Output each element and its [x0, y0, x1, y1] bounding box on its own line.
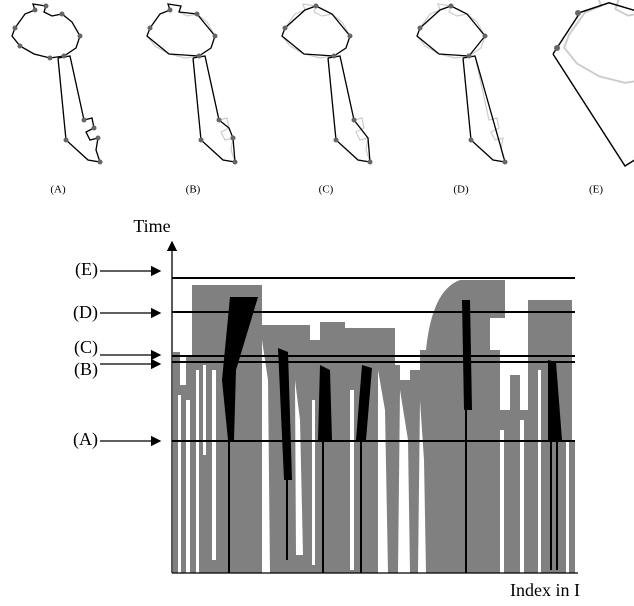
- panel-label: (B): [186, 184, 201, 196]
- level-arrows: [100, 271, 160, 441]
- panel-label: (D): [453, 184, 469, 196]
- level-label: (D): [73, 302, 98, 323]
- panel-labels: (A) (B) (C) (D) (E): [50, 184, 603, 196]
- panel-label: (E): [589, 184, 603, 196]
- x-axis-label: Index in I: [510, 580, 580, 600]
- panel-label: (A): [50, 184, 66, 196]
- key-panel-d: [417, 4, 508, 165]
- level-label: (C): [74, 337, 98, 358]
- key-panel-b: [147, 4, 238, 165]
- key-panel-c: [282, 4, 373, 165]
- panel-label: (C): [319, 184, 334, 196]
- level-label: (E): [75, 259, 98, 280]
- level-label: (B): [74, 359, 98, 380]
- level-labels: (E) (D) (C) (B) (A): [73, 259, 98, 450]
- key-panel-a: [12, 4, 103, 165]
- level-label: (A): [73, 429, 98, 450]
- key-panel-e: [553, 0, 634, 249]
- figure: (A) (B) (C) (D) (E): [0, 0, 634, 606]
- plot: (E) (D) (C) (B) (A) Time Index in I: [73, 216, 580, 600]
- y-axis-label: Time: [133, 216, 170, 236]
- key-panels: [12, 0, 634, 249]
